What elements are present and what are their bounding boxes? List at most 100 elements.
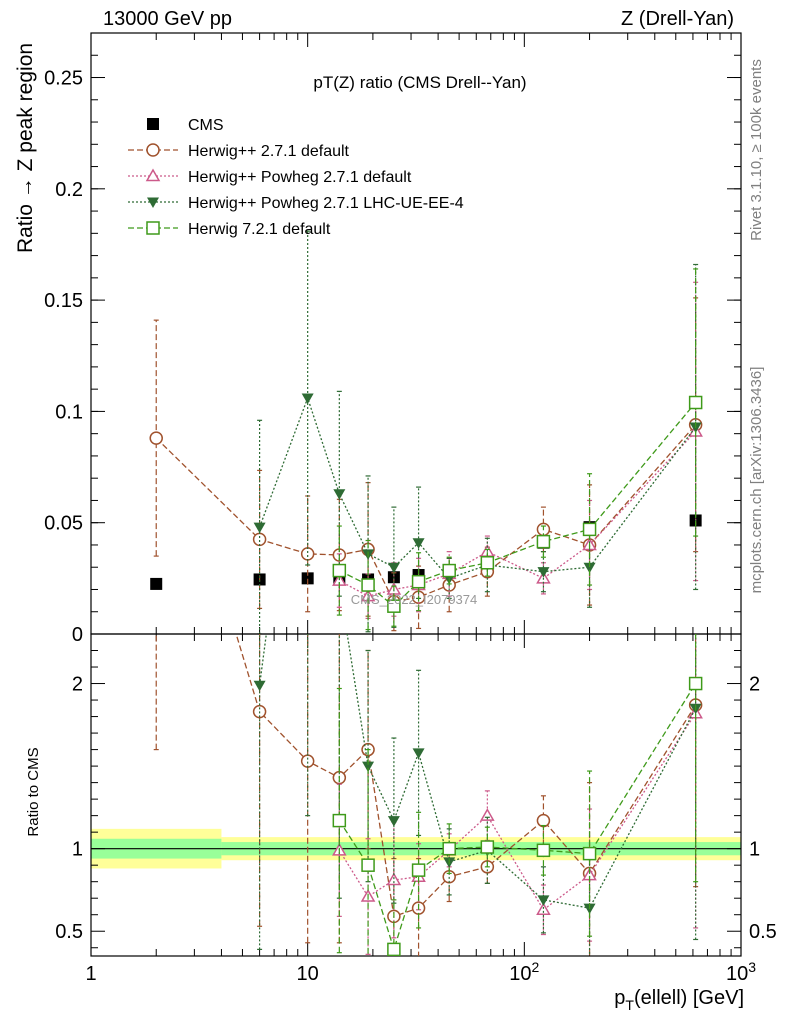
data-point — [300, 754, 315, 768]
error-bar — [540, 525, 546, 558]
y-tick-label: 0.5 — [55, 921, 83, 943]
series-line — [155, 424, 697, 603]
ratio-y-axis-label: Ratio to CMS — [25, 747, 42, 836]
error-bar — [540, 824, 546, 876]
data-point — [361, 858, 375, 872]
y-tick-label: 0.15 — [44, 290, 83, 312]
series-layer — [153, 634, 703, 956]
data-point — [537, 895, 550, 906]
legend-entry: CMS — [147, 117, 224, 134]
data-point — [361, 578, 375, 592]
data-point — [480, 840, 495, 854]
x-tick-label: 103 — [726, 959, 756, 985]
legend-label: CMS — [188, 117, 224, 134]
data-point — [253, 680, 266, 692]
mcplots-label: mcplots.cern.ch [arXiv:1306.3436] — [748, 367, 765, 594]
data-point — [583, 562, 596, 574]
legend-entry: Herwig++ 2.7.1 default — [128, 143, 350, 160]
y-tick-label: 0.1 — [55, 401, 83, 423]
data-point — [536, 813, 551, 828]
y-tick-label: 0.2 — [55, 179, 83, 201]
y-tick-label-right: 1 — [749, 839, 760, 861]
data-point — [536, 902, 551, 916]
error-bar — [365, 748, 371, 956]
data-point — [688, 676, 703, 691]
x-tick-exponent: 2 — [532, 959, 540, 975]
rivet-label: Rivet 3.1.10, ≥ 100k events — [748, 59, 765, 241]
data-point — [480, 556, 495, 570]
data-point — [442, 841, 456, 856]
data-point — [332, 563, 347, 578]
error-bar — [446, 551, 452, 597]
header-right: Z (Drell-Yan) — [621, 8, 734, 30]
series-line — [338, 712, 697, 911]
data-point — [362, 761, 375, 773]
main-panel: 0 0.05 0.1 0.15 0.2 0.25 — [44, 32, 742, 646]
data-point — [412, 538, 425, 549]
data-point — [387, 942, 401, 956]
error-bar — [305, 230, 311, 566]
data-point — [300, 547, 315, 561]
data-point — [536, 843, 551, 858]
legend-label: Herwig 7.2.1 default — [188, 221, 331, 238]
watermark: CMS_2022_I2079374 — [351, 592, 478, 607]
data-point — [332, 813, 347, 828]
x-tick-label: 1 — [85, 963, 96, 985]
data-point — [387, 571, 400, 584]
header-left: 13000 GeV pp — [103, 8, 232, 30]
data-point — [386, 872, 402, 886]
x-tick-exponent: 3 — [748, 959, 756, 975]
error-bar — [446, 823, 452, 875]
main-title: pT(Z) ratio (CMS Drell--Yan) — [313, 73, 526, 92]
main-y-axis-label: Ratio → Z peak region — [14, 43, 37, 253]
legend-marker — [147, 197, 159, 208]
error-bar — [257, 419, 263, 634]
error-bar — [257, 634, 263, 927]
error-bar — [153, 634, 159, 751]
data-point — [387, 816, 400, 827]
series-line — [258, 634, 697, 909]
series-layer — [149, 230, 703, 634]
data-point — [149, 431, 163, 445]
data-point — [536, 534, 551, 549]
y-tick-label-right: 0.5 — [749, 921, 777, 943]
legend: CMS Herwig++ 2.7.1 default Herwig++ Powheg… — [128, 117, 464, 238]
data-point — [387, 599, 401, 613]
data-point — [582, 522, 597, 537]
y-tick-label: 0 — [72, 624, 83, 646]
data-point — [253, 522, 266, 534]
error-bar — [693, 634, 699, 929]
legend-label: Herwig++ Powheg 2.7.1 default — [188, 169, 412, 186]
legend-entry: Herwig 7.2.1 default — [128, 221, 331, 238]
data-point — [411, 574, 426, 589]
series-line — [339, 402, 697, 608]
y-tick-label: 1 — [72, 839, 83, 861]
x-axis-label: pT(ellell) [GeV] — [614, 987, 744, 1013]
data-point — [387, 562, 400, 574]
legend-marker — [147, 118, 159, 130]
data-point — [333, 489, 346, 500]
plot-frame — [90, 633, 742, 957]
data-point — [480, 808, 495, 821]
legend-marker — [145, 168, 161, 182]
legend-label: Herwig++ Powheg 2.7.1 LHC-UE-EE-4 — [188, 195, 464, 212]
data-point — [411, 863, 426, 877]
legend-entry: Herwig++ Powheg 2.7.1 default — [128, 168, 412, 186]
x-tick-label: 10 — [297, 963, 319, 985]
data-point — [537, 567, 550, 578]
legend-entry: Herwig++ Powheg 2.7.1 LHC-UE-EE-4 — [128, 195, 464, 212]
data-point — [301, 393, 314, 405]
error-bar — [693, 263, 699, 591]
y-tick-label: 2 — [72, 674, 83, 696]
data-point — [252, 532, 267, 547]
legend-marker — [146, 143, 160, 157]
legend-label: Herwig++ 2.7.1 default — [188, 143, 350, 160]
error-bar — [484, 537, 490, 593]
error-bar — [305, 634, 311, 817]
y-tick-label: 0.05 — [44, 513, 83, 535]
y-tick-label: 0.25 — [44, 68, 83, 90]
data-point — [688, 395, 703, 410]
data-point — [150, 577, 163, 590]
y-tick-label-right: 2 — [749, 674, 760, 696]
